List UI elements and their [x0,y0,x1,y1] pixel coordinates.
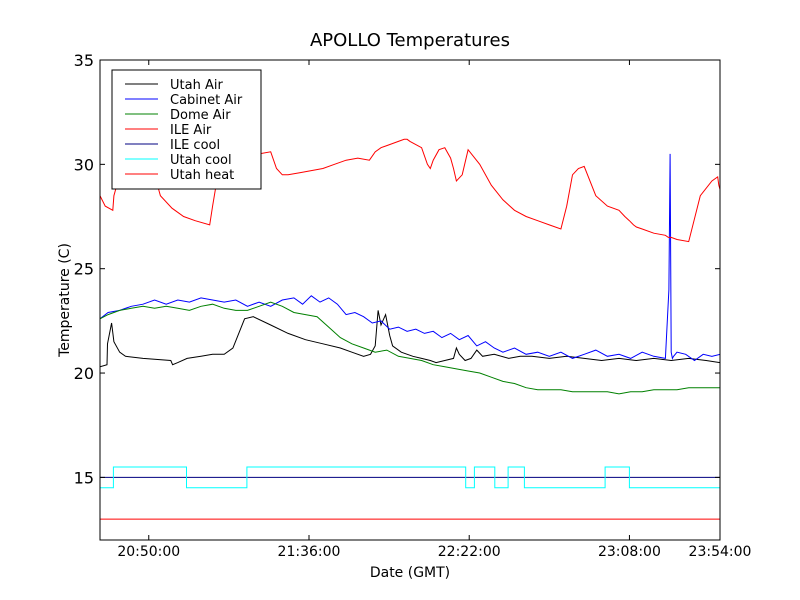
series-line-utah-air [100,310,720,368]
series-line-ile-air [100,138,720,243]
x-tick-label: 23:54:00 [689,544,752,560]
y-axis-label: Temperature (C) [57,243,73,358]
x-axis-label: Date (GMT) [370,565,450,581]
x-tick-label: 22:22:00 [438,544,501,560]
series-line-utah-cool [100,466,720,489]
y-tick-label: 30 [74,155,94,174]
tick-layer: 15 20 25 30 35 20:50:00 21:36:00 22:22:00 23:08:… [74,51,752,560]
legend-label-utah-air: Utah Air [170,78,223,93]
x-tick-label: 23:08:00 [598,544,661,560]
series-layer [100,138,720,520]
y-tick-label: 25 [74,260,94,279]
legend-label-ile-cool: ILE cool [170,138,220,153]
legend-label-cabinet-air: Cabinet Air [170,93,243,108]
y-tick-label: 20 [74,364,94,383]
series-line-dome-air [100,301,720,395]
x-tick-label: 20:50:00 [117,544,180,560]
plot-frame [99,59,721,541]
x-tick-label: 21:36:00 [278,544,341,560]
series-line-cabinet-air [100,153,720,362]
legend-label-utah-heat: Utah heat [170,168,234,183]
y-tick-label: 35 [74,51,94,70]
legend-label-dome-air: Dome Air [170,108,231,123]
legend-label-utah-cool: Utah cool [170,153,232,168]
y-tick-label: 15 [74,468,94,487]
legend-label-ile-air: ILE Air [170,123,212,138]
chart-title: APOLLO Temperatures [310,30,510,51]
